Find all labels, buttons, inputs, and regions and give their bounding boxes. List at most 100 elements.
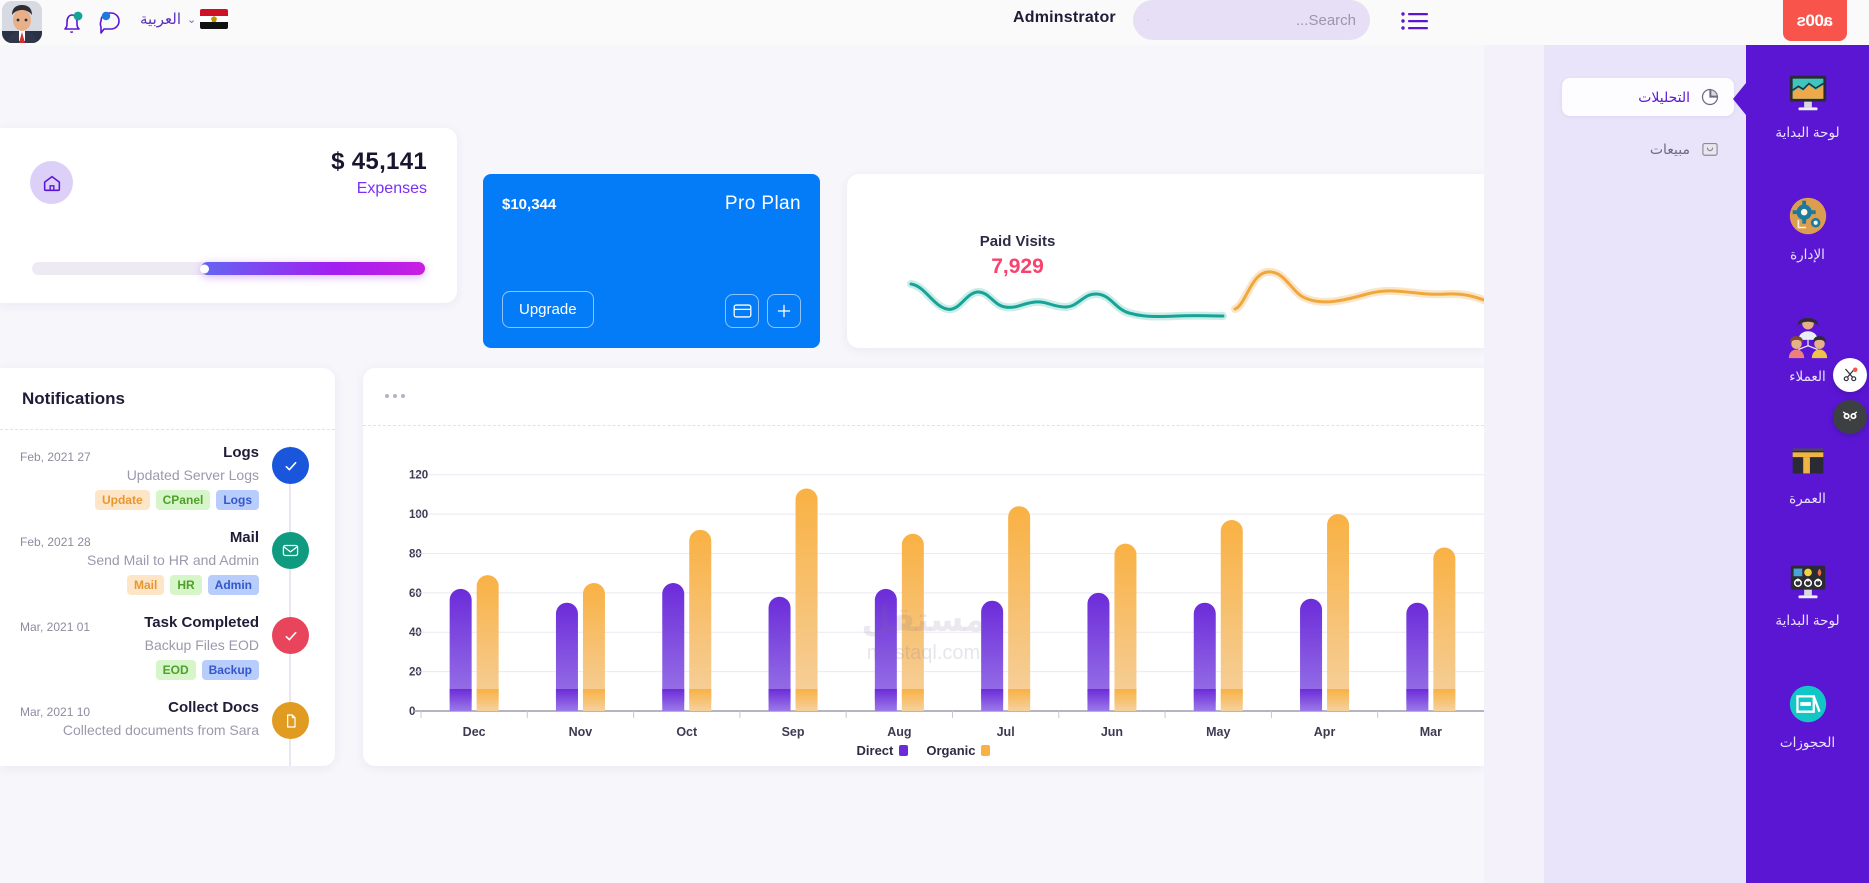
chat-badge-dot: [101, 11, 111, 21]
search-input[interactable]: [1149, 11, 1370, 29]
app-logo-text: a00s: [1797, 10, 1833, 30]
notification-date: Feb, 2021 28: [20, 535, 91, 549]
tag[interactable]: HR: [170, 575, 202, 595]
customers-group-icon: [1788, 317, 1827, 359]
notification-date: Mar, 2021 01: [20, 620, 91, 634]
egypt-flag-icon[interactable]: [200, 9, 228, 29]
notification-desc: Backup Files EOD: [144, 637, 259, 653]
notification-title: Logs: [223, 444, 259, 461]
svg-text:Jul: Jul: [997, 725, 1015, 739]
expenses-progress-fill: [200, 262, 425, 275]
bell-badge-dot: [73, 11, 83, 21]
list-item[interactable]: Feb, 2021 28 Mail Send Mail to HR and Ad…: [0, 527, 335, 612]
booking-icon: [1789, 685, 1826, 723]
svg-text:Nov: Nov: [569, 725, 593, 739]
app-logo[interactable]: a00s: [1783, 0, 1847, 41]
notifications-panel: Notifications Feb, 2021 27 Logs Updated …: [0, 368, 335, 766]
svg-text:80: 80: [409, 548, 422, 560]
divider: [363, 425, 1484, 426]
tag[interactable]: Update: [94, 490, 150, 510]
messages-chat-button[interactable]: [95, 8, 125, 38]
svg-text:May: May: [1206, 725, 1230, 739]
list-item[interactable]: Feb, 2021 27 Logs Updated Server Logs Up…: [0, 442, 335, 527]
tag[interactable]: Admin: [207, 575, 259, 595]
paid-visits-card: Paid Visits 7,929: [847, 174, 1484, 348]
svg-text:Jun: Jun: [1101, 725, 1123, 739]
pro-plan-price: $10,344: [502, 196, 557, 213]
expenses-progress-bar[interactable]: [32, 262, 425, 275]
legend-swatch-direct: [899, 745, 909, 756]
svg-text:Oct: Oct: [676, 725, 698, 739]
notifications-timeline: Feb, 2021 27 Logs Updated Server Logs Up…: [0, 430, 335, 766]
legend-label: Direct: [856, 743, 894, 758]
paid-visits-sparklines: [907, 267, 1484, 321]
hamburger-menu-icon[interactable]: [1400, 10, 1430, 32]
bar-chart-card: مستقل mostaql.com 020406080100120DecNovO…: [363, 368, 1484, 766]
tag[interactable]: Logs: [216, 490, 259, 510]
notification-tags: Mail HR Admin: [126, 575, 259, 595]
svg-text:60: 60: [409, 588, 422, 600]
expenses-label: Expenses: [356, 180, 427, 197]
more-dots-icon[interactable]: [385, 394, 405, 398]
envelope-icon: [272, 532, 309, 569]
notification-tags: EOD Backup: [155, 660, 259, 680]
svg-text:Mar: Mar: [1420, 725, 1442, 739]
svg-text:Sep: Sep: [782, 725, 805, 739]
notification-date: Mar, 2021 10: [20, 705, 91, 719]
tag[interactable]: CPanel: [155, 490, 211, 510]
notifications-bell-button[interactable]: [58, 8, 86, 38]
chart-legend: Organic Direct: [857, 743, 991, 758]
sidebar-item-management[interactable]: الإدارة: [1746, 167, 1869, 289]
sidebar-item-label: العمرة: [1789, 491, 1826, 506]
admin-user-label: Adminstrator: [1013, 9, 1116, 26]
search-box[interactable]: [1133, 0, 1370, 40]
submenu-panel: التحليلات مبيعات: [1544, 45, 1746, 883]
sidebar-item-bookings[interactable]: الحجوزات: [1746, 655, 1869, 777]
credit-card-icon[interactable]: [725, 294, 759, 328]
monitor-analytics-icon: [1789, 75, 1826, 111]
kaaba-icon: [1792, 448, 1823, 474]
sidebar-item-umrah[interactable]: العمرة: [1746, 411, 1869, 533]
tag[interactable]: Backup: [201, 660, 259, 680]
sidebar-item-home-panel[interactable]: لوحة البداية: [1746, 533, 1869, 655]
notification-tags: Update CPanel Logs: [94, 490, 259, 510]
timeline-line: [289, 446, 291, 766]
list-item[interactable]: Mar, 2021 10 Collect Docs Collected docu…: [0, 697, 335, 766]
sidebar-item-label: لوحة البداية: [1775, 125, 1840, 140]
submenu-item-label: التحليلات: [1638, 88, 1690, 105]
notification-title: Task Completed: [144, 614, 259, 631]
bar-chart-plot: 0 20 40 60 80 100 120 Dec Nov Oct Sep Aug Jul Jun May A…: [409, 470, 1484, 739]
pro-plan-title: Pro Plan: [724, 193, 801, 214]
upgrade-button[interactable]: Upgrade: [502, 291, 594, 328]
notification-title: Collect Docs: [168, 699, 259, 716]
notification-desc: Updated Server Logs: [126, 467, 259, 483]
notifications-title: Notifications: [0, 368, 335, 430]
sidebar-item-dashboard[interactable]: لوحة البداية: [1746, 45, 1869, 167]
svg-text:20: 20: [409, 667, 422, 679]
submenu-item-sales[interactable]: مبيعات: [1562, 130, 1734, 168]
submenu-item-label: مبيعات: [1649, 140, 1690, 157]
notification-date: Feb, 2021 27: [20, 450, 91, 464]
tag[interactable]: EOD: [155, 660, 196, 680]
legend-item-organic[interactable]: Organic: [926, 743, 991, 758]
sidebar-item-label: الحجوزات: [1779, 735, 1836, 750]
scissors-icon[interactable]: [1833, 358, 1867, 392]
owl-icon[interactable]: [1833, 400, 1867, 434]
tag[interactable]: Mail: [126, 575, 165, 595]
expenses-progress-handle[interactable]: [200, 264, 209, 273]
main-content: 45,141 $ Expenses $10,344 Pro Plan Upgra…: [0, 45, 1484, 883]
sidebar-item-label: لوحة البداية: [1775, 613, 1840, 628]
legend-item-direct[interactable]: Direct: [857, 743, 909, 758]
list-item[interactable]: Mar, 2021 01 Task Completed Backup Files…: [0, 612, 335, 697]
submenu-item-analytics[interactable]: التحليلات: [1562, 78, 1734, 116]
plus-icon[interactable]: [767, 294, 801, 328]
sidebar-item-customers[interactable]: العملاء: [1746, 289, 1869, 411]
expenses-card: 45,141 $ Expenses: [0, 128, 457, 303]
home-icon: [30, 161, 73, 204]
check-icon: [272, 447, 309, 484]
svg-text:0: 0: [409, 706, 415, 718]
language-selector[interactable]: ⌄ العربية: [140, 10, 196, 28]
active-item-pointer: [1733, 83, 1746, 115]
avatar[interactable]: [2, 1, 42, 43]
pro-plan-card: $10,344 Pro Plan Upgrade: [483, 174, 820, 348]
